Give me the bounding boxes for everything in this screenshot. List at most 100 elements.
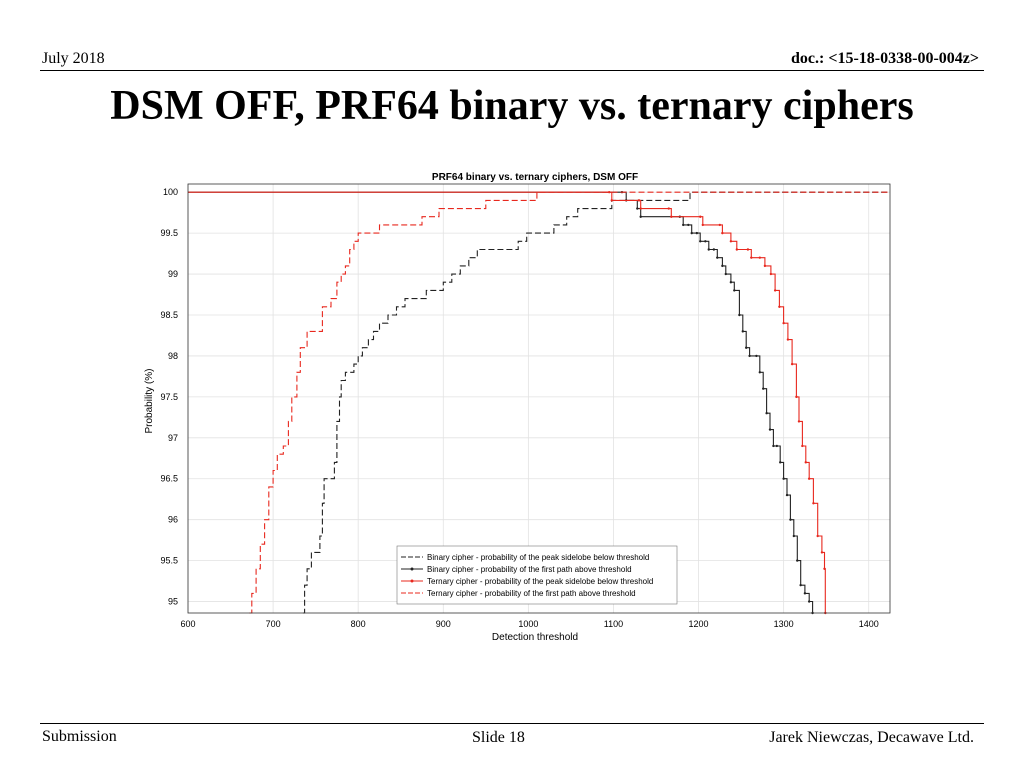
series-point-2: [699, 240, 702, 243]
series-point-3: [758, 256, 762, 259]
series-point-2: [762, 387, 765, 390]
y-axis-label: Probability (%): [144, 368, 155, 433]
x-tick-label: 800: [351, 619, 366, 629]
x-tick-label: 1200: [689, 619, 709, 629]
series-point-3: [763, 264, 767, 268]
series-point-3: [746, 248, 750, 251]
series-point-2: [724, 272, 727, 276]
series-point-3: [667, 207, 670, 210]
series-point-3: [670, 215, 673, 218]
series-point-2: [704, 240, 707, 243]
series-point-2: [807, 600, 811, 603]
series-point-3: [750, 256, 753, 259]
series-point-3: [769, 272, 773, 276]
series-point-2: [782, 477, 785, 480]
series-point-3: [782, 321, 785, 325]
series-point-2: [779, 461, 782, 464]
series-line-1: [302, 191, 890, 614]
legend-marker-2: [410, 567, 414, 571]
series-line-4: [249, 191, 890, 614]
series-point-3: [801, 444, 804, 448]
y-tick-label: 96.5: [160, 474, 178, 484]
series-point-3: [804, 461, 807, 464]
footer-submission: Submission: [42, 728, 117, 745]
series-point-2: [796, 559, 799, 562]
footer-rule: [40, 723, 984, 724]
series-point-2: [687, 223, 690, 227]
x-tick-label: 1300: [774, 619, 794, 629]
series-point-3: [795, 395, 798, 399]
chart-title: PRF64 binary vs. ternary ciphers, DSM OF…: [432, 172, 638, 183]
series-point-3: [608, 190, 611, 194]
footer-author: Jarek Niewczas, Decawave Ltd.: [769, 729, 974, 746]
x-tick-label: 1000: [518, 619, 538, 629]
legend-label-2: Binary cipher - probability of the first…: [427, 565, 632, 574]
series-point-2: [721, 264, 724, 268]
slide-title: DSM OFF, PRF64 binary vs. ternary cipher…: [110, 83, 914, 129]
x-tick-label: 600: [180, 619, 195, 629]
x-tick-label: 900: [436, 619, 451, 629]
series-point-2: [792, 534, 796, 538]
series-point-2: [712, 248, 716, 251]
series-point-2: [765, 412, 768, 415]
series-point-2: [785, 493, 789, 497]
series-point-2: [690, 231, 693, 235]
series-point-2: [758, 371, 762, 374]
legend-label-3: Ternary cipher - probability of the peak…: [427, 577, 653, 586]
series-point-3: [816, 534, 819, 538]
legend-marker-3: [410, 579, 414, 583]
series-point-3: [610, 199, 613, 202]
x-tick-label: 1400: [859, 619, 879, 629]
series-point-3: [812, 502, 815, 505]
series-point-3: [639, 207, 642, 210]
series-point-3: [786, 338, 790, 341]
series-point-2: [729, 281, 733, 284]
x-axis-label: Detection threshold: [492, 632, 578, 643]
legend-box: [396, 545, 678, 605]
series-point-3: [735, 248, 739, 251]
series-point-2: [744, 346, 748, 349]
series-point-2: [799, 583, 802, 587]
tick-labels: 600 700 800 900 1000 1100 1200 1300 1400 95 95.5 96…: [160, 187, 878, 629]
y-tick-label: 97: [168, 433, 178, 443]
y-tick-label: 99.5: [160, 228, 178, 238]
x-tick-label: 1100: [604, 619, 623, 629]
y-tick-label: 99: [168, 269, 178, 279]
series-point-2: [639, 215, 642, 218]
header-date: July 2018: [42, 50, 105, 67]
series-point-2: [636, 207, 639, 210]
series-point-2: [716, 256, 719, 259]
series-point-2: [682, 223, 685, 227]
series-point-2: [695, 231, 699, 235]
series-point-3: [773, 289, 777, 292]
series-point-2: [768, 428, 772, 431]
series-line-3: [188, 191, 826, 613]
y-tick-label: 97.5: [160, 392, 178, 402]
y-tick-label: 100: [163, 187, 178, 197]
chart: PRF64 binary vs. ternary ciphers, DSM OF…: [130, 160, 900, 660]
legend: Binary cipher - probability of the peak …: [396, 545, 678, 605]
y-tick-label: 98.5: [160, 310, 178, 320]
legend-label-1: Binary cipher - probability of the peak …: [427, 553, 649, 562]
series-point-3: [778, 305, 781, 309]
series-point-3: [823, 567, 826, 570]
series-point-2: [738, 313, 741, 317]
y-tick-label: 98: [168, 351, 178, 361]
y-tick-label: 95.5: [160, 556, 178, 566]
series-point-2: [741, 330, 744, 333]
series-point-2: [772, 444, 775, 448]
footer-slide-number: Slide 18: [472, 729, 525, 746]
series-point-2: [775, 444, 779, 448]
series-point-3: [721, 231, 724, 235]
series-point-3: [797, 420, 801, 423]
series-layer: [188, 190, 890, 615]
header-doc-id: doc.: <15-18-0338-00-004z>: [791, 50, 979, 67]
header-rule: [40, 70, 984, 71]
series-point-2: [789, 518, 792, 521]
series-point-2: [803, 592, 807, 595]
series-point-3: [701, 223, 704, 227]
y-tick-label: 96: [168, 515, 178, 525]
series-point-3: [729, 240, 733, 243]
series-point-3: [790, 362, 794, 366]
series-point-2: [733, 289, 736, 292]
